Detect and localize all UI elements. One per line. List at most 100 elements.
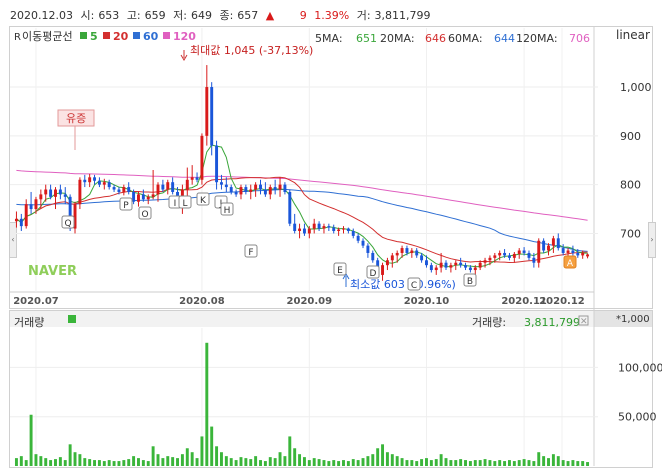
legend-swatch-60	[133, 32, 140, 39]
event-marker-label: B	[467, 277, 473, 287]
x-tick-label: 2020.08	[179, 296, 225, 307]
candle-series	[14, 65, 590, 281]
candle-body	[312, 223, 316, 229]
candle-body	[381, 265, 385, 275]
event-marker-d[interactable]	[366, 265, 380, 279]
x-tick-label: 2020.12	[539, 296, 585, 307]
volume-bar	[337, 461, 341, 466]
price-tick-label: 900	[620, 130, 641, 143]
candle-body	[429, 265, 433, 271]
event-marker-label: L	[182, 199, 187, 209]
candle-body	[268, 187, 272, 195]
candle-body	[327, 226, 331, 228]
ma120-label: 120MA:	[516, 32, 558, 45]
candle-body	[14, 218, 18, 222]
volume-bar	[473, 460, 477, 466]
volume-bar	[415, 461, 419, 466]
volume-bar	[24, 460, 28, 466]
volume-bar	[307, 460, 311, 466]
event-marker-a[interactable]	[563, 255, 577, 269]
candle-body	[512, 253, 516, 258]
volume-close-icon[interactable]	[578, 315, 589, 326]
candle-body	[488, 257, 492, 261]
volume-bar	[161, 458, 165, 466]
event-marker-b[interactable]	[463, 273, 477, 287]
candle-body	[219, 182, 223, 185]
volume-bar	[346, 461, 350, 466]
volume-bar	[439, 454, 443, 466]
candle-body	[351, 231, 355, 236]
volume-bar	[278, 452, 282, 466]
close-label: 종:	[219, 9, 234, 22]
candle-body	[49, 189, 53, 197]
candle-body	[24, 204, 28, 227]
naver-watermark: NAVER	[28, 264, 77, 279]
candle-body	[420, 255, 424, 261]
candle-body	[337, 229, 341, 231]
candle-body	[302, 228, 306, 234]
volume-bar	[244, 458, 248, 466]
right-scroll-handle[interactable]: ›	[648, 222, 656, 258]
volume-bar	[410, 460, 414, 466]
open-label: 시:	[80, 9, 95, 22]
event-marker-q[interactable]	[61, 215, 75, 229]
candle-body	[498, 252, 502, 256]
candle-body	[346, 228, 350, 231]
event-marker-c[interactable]	[407, 277, 421, 291]
candle-body	[288, 191, 292, 224]
event-marker-e[interactable]	[333, 262, 347, 276]
candle-body	[483, 260, 487, 263]
event-marker-h[interactable]	[220, 202, 234, 216]
volume-bar	[93, 460, 97, 466]
volume-bar	[571, 460, 575, 466]
volume-bar	[488, 460, 492, 466]
candle-body	[547, 245, 550, 251]
volume-tick-label: 50,000	[618, 411, 657, 424]
candle-body	[215, 145, 219, 183]
x-tick-label: 2020.11	[501, 296, 547, 307]
volume-bar	[556, 456, 560, 466]
volume-bar	[268, 457, 272, 466]
candle-body	[132, 191, 136, 202]
volume-unit: *1,000	[616, 314, 650, 325]
volume-bar	[39, 456, 43, 466]
event-marker-l[interactable]	[178, 195, 192, 209]
event-marker-label: J	[219, 199, 223, 209]
ma5-label: 5MA:	[315, 32, 343, 45]
change-value: 9	[299, 9, 307, 22]
volume-bar	[112, 461, 116, 466]
volume-bar	[210, 426, 214, 466]
volume-current-value: 3,811,799	[524, 316, 580, 329]
scale-mode-toggle[interactable]: linear	[616, 28, 650, 42]
volume-bar	[215, 446, 219, 466]
event-marker-k[interactable]	[196, 192, 210, 206]
volume-bar	[298, 454, 302, 466]
volume-bar	[503, 461, 507, 466]
volume-bar	[493, 461, 497, 466]
volume-bar	[332, 460, 336, 466]
change-percent: 1.39%	[314, 9, 350, 22]
rights-issue-text: 유증	[66, 112, 86, 125]
event-marker-p[interactable]	[119, 197, 133, 211]
min-price-annotation: 최소값 603 (-0.96%)	[350, 278, 456, 291]
legend-title: 이동평균선	[22, 30, 73, 43]
candle-body	[283, 184, 287, 192]
volume-unit-bg	[594, 311, 652, 327]
axis-labels: 700 800 900 1,000 2020.07 2020.08 2020.09 2020.…	[13, 81, 662, 424]
volume-bar	[351, 459, 355, 466]
event-marker-f[interactable]	[244, 244, 258, 258]
left-scroll-handle[interactable]: ‹	[9, 222, 17, 258]
ma5-value: 651	[356, 32, 377, 45]
candle-body	[83, 179, 87, 183]
volume-bar	[400, 458, 404, 466]
candle-body	[234, 191, 238, 195]
event-marker-o[interactable]	[138, 206, 152, 220]
volume-bar	[141, 460, 145, 466]
candle-body	[298, 228, 302, 231]
volume-bar	[44, 458, 48, 466]
event-marker-label: E	[337, 266, 343, 276]
candle-body	[34, 199, 38, 210]
volume-panel-title: 거래량	[14, 316, 44, 329]
candle-body	[137, 194, 140, 202]
candle-body	[395, 252, 399, 256]
